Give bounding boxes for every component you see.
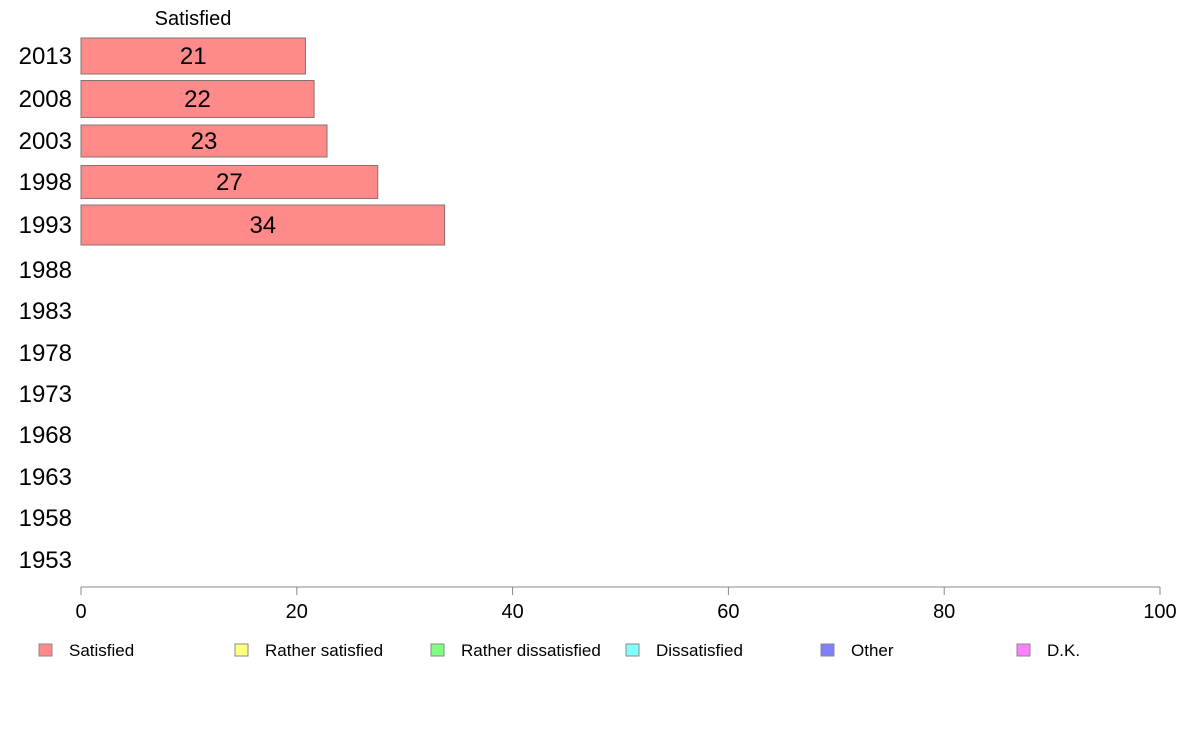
legend-label-d-k-: D.K.: [1047, 641, 1080, 660]
legend-swatch-satisfied: [38, 643, 53, 657]
bar-value-label-1998: 27: [216, 169, 243, 196]
x-tick-label-60: 60: [717, 601, 739, 623]
y-axis-tick-labels: 2013 2008 2003 1998 1993 1988 1983 1978 1973 1968…: [19, 43, 72, 574]
x-axis: 0 20 40 60 80 100: [75, 586, 1177, 623]
legend-swatch-rather-dissatisfied: [430, 643, 445, 657]
y-tick-label-2013: 2013: [19, 43, 72, 70]
x-tick-label-0: 0: [75, 601, 86, 623]
x-tick-label-100: 100: [1143, 601, 1176, 623]
legend-label-satisfied: Satisfied: [69, 641, 134, 660]
column-label: Satisfied: [155, 8, 232, 30]
bar-value-label-2013: 21: [180, 43, 207, 70]
bar-value-label-1993: 34: [249, 212, 276, 239]
legend-label-rather-satisfied: Rather satisfied: [265, 641, 383, 660]
y-tick-label-1963: 1963: [19, 464, 72, 491]
y-tick-label-1973: 1973: [19, 381, 72, 408]
y-tick-label-2008: 2008: [19, 86, 72, 113]
y-tick-label-1993: 1993: [19, 212, 72, 239]
bar-1993-satisfied: [80, 204, 446, 246]
y-tick-label-1968: 1968: [19, 422, 72, 449]
bar-value-label-2008: 22: [184, 86, 211, 113]
legend-label-dissatisfied: Dissatisfied: [656, 641, 743, 660]
y-tick-label-1978: 1978: [19, 340, 72, 367]
y-tick-label-1958: 1958: [19, 505, 72, 532]
y-tick-label-1988: 1988: [19, 257, 72, 284]
x-tick-label-40: 40: [501, 601, 523, 623]
y-tick-label-1983: 1983: [19, 298, 72, 325]
legend-swatch-rather-satisfied: [234, 643, 249, 657]
x-tick-label-80: 80: [933, 601, 955, 623]
bar-1998-satisfied: [80, 165, 379, 199]
bar-2003-satisfied: [80, 124, 328, 158]
bar-2013-satisfied: [80, 37, 306, 75]
x-tick-label-20: 20: [286, 601, 308, 623]
legend: Satisfied Rather satisfied Rather dissatis…: [38, 641, 1080, 660]
bar-value-label-2003: 23: [191, 128, 218, 155]
legend-label-other: Other: [851, 641, 894, 660]
legend-swatch-dissatisfied: [625, 643, 640, 657]
legend-swatch-other: [820, 643, 835, 657]
y-tick-label-1998: 1998: [19, 169, 72, 196]
legend-label-rather-dissatisfied: Rather dissatisfied: [461, 641, 601, 660]
legend-swatch-d-k-: [1016, 643, 1031, 657]
y-tick-label-1953: 1953: [19, 547, 72, 574]
y-tick-label-2003: 2003: [19, 128, 72, 155]
bar-2008-satisfied: [80, 80, 315, 118]
